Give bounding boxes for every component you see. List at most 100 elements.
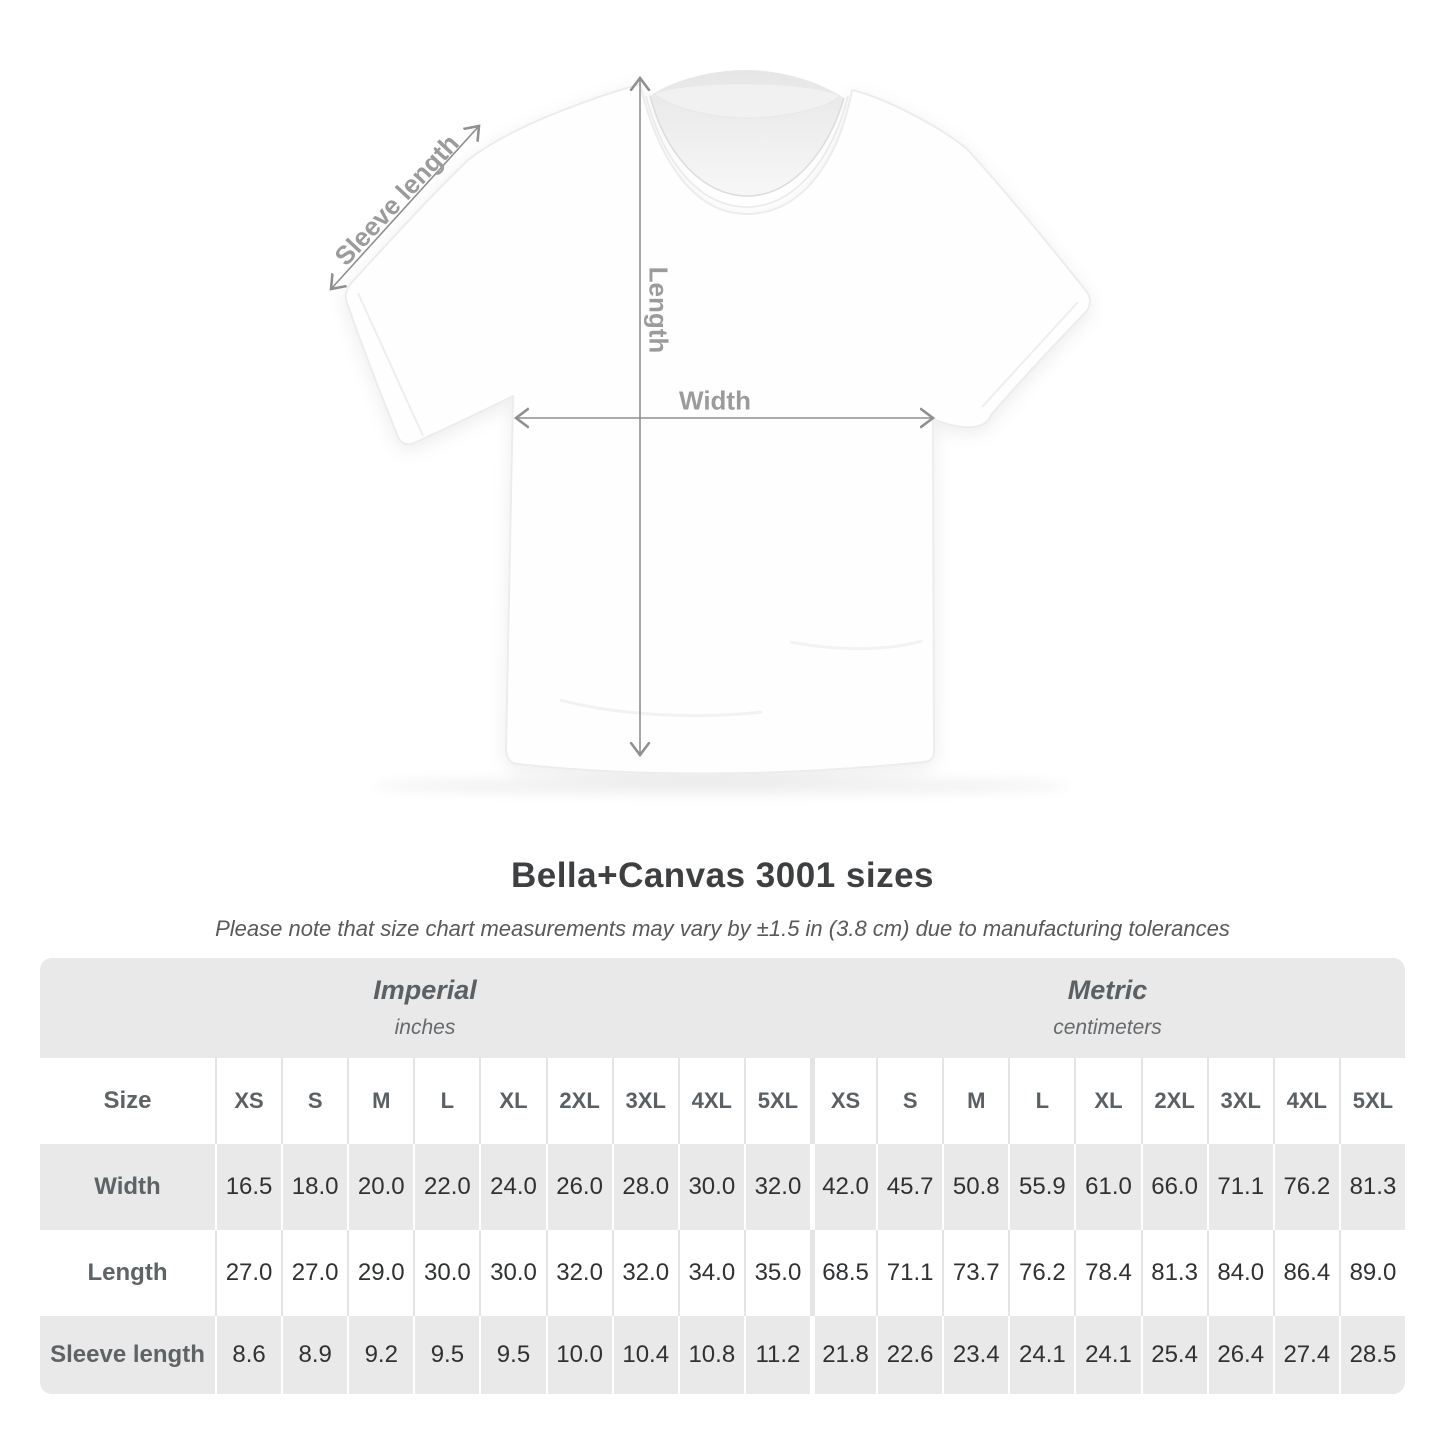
size-column-header: XS bbox=[215, 1058, 281, 1144]
size-column-header: XS bbox=[810, 1058, 876, 1144]
wrinkle bbox=[789, 639, 923, 651]
tshirt-body bbox=[344, 83, 1091, 775]
tshirt-measurement-diagram: Sleeve length Length Width bbox=[0, 70, 1091, 795]
row-label: Width bbox=[40, 1144, 215, 1230]
value-cell: 71.1 bbox=[1206, 1144, 1273, 1230]
value-cell: 45.7 bbox=[876, 1144, 943, 1230]
value-cell: 9.2 bbox=[347, 1316, 414, 1394]
size-table: Imperial inches Metric centimeters Size X… bbox=[40, 958, 1405, 1394]
page-title: Bella+Canvas 3001 sizes bbox=[510, 856, 935, 895]
size-column-header: 3XL bbox=[611, 1058, 678, 1144]
value-cell: 34.0 bbox=[677, 1230, 744, 1316]
row-label: Sleeve length bbox=[40, 1316, 215, 1394]
value-cell: 89.0 bbox=[1338, 1230, 1405, 1316]
unit-group-units: centimeters bbox=[1053, 1016, 1162, 1039]
size-column-header: 2XL bbox=[545, 1058, 612, 1144]
unit-group-metric: Metric centimeters bbox=[810, 958, 1405, 1058]
size-column-header: M bbox=[347, 1058, 413, 1144]
value-cell: 22.6 bbox=[876, 1316, 943, 1394]
size-column-header: L bbox=[1008, 1058, 1074, 1144]
value-cell: 66.0 bbox=[1140, 1144, 1207, 1230]
value-cell: 76.2 bbox=[1272, 1144, 1339, 1230]
value-cell: 28.5 bbox=[1338, 1316, 1405, 1394]
value-cell: 8.9 bbox=[281, 1316, 348, 1394]
value-cell: 20.0 bbox=[347, 1144, 414, 1230]
value-cell: 10.8 bbox=[677, 1316, 744, 1394]
value-cell: 27.4 bbox=[1272, 1316, 1339, 1394]
value-cell: 26.0 bbox=[545, 1144, 612, 1230]
value-cell: 27.0 bbox=[281, 1230, 347, 1316]
size-column-header: S bbox=[876, 1058, 942, 1144]
value-cell: 32.0 bbox=[611, 1230, 678, 1316]
value-cell: 28.0 bbox=[611, 1144, 678, 1230]
size-column-header: 5XL bbox=[743, 1058, 810, 1144]
value-cell: 26.4 bbox=[1206, 1316, 1273, 1394]
value-cell: 61.0 bbox=[1074, 1144, 1141, 1230]
value-cell: 8.6 bbox=[215, 1316, 282, 1394]
size-column-header: XL bbox=[479, 1058, 545, 1144]
length-label: Length bbox=[643, 266, 674, 354]
size-column-header: XL bbox=[1074, 1058, 1140, 1144]
width-label: Width bbox=[679, 385, 751, 416]
unit-group-name: Imperial bbox=[373, 975, 477, 1005]
value-cell: 25.4 bbox=[1140, 1316, 1207, 1394]
value-cell: 73.7 bbox=[942, 1230, 1008, 1316]
size-header-row: Size XS S M L XL 2XL 3XL 4XL 5XL XS S M L XL 2XL 3XL 4XL 5… bbox=[40, 1058, 1405, 1144]
value-cell: 42.0 bbox=[810, 1144, 877, 1230]
value-cell: 29.0 bbox=[347, 1230, 413, 1316]
right-cuff-seam bbox=[981, 301, 1079, 408]
value-cell: 32.0 bbox=[545, 1230, 612, 1316]
unit-group-name: Metric bbox=[1067, 975, 1148, 1005]
size-column-header: 3XL bbox=[1206, 1058, 1273, 1144]
table-row: Length 27.0 27.0 29.0 30.0 30.0 32.0 32.0 34.0 35… bbox=[40, 1230, 1405, 1316]
value-cell: 30.0 bbox=[677, 1144, 744, 1230]
value-cell: 55.9 bbox=[1008, 1144, 1075, 1230]
value-cell: 86.4 bbox=[1272, 1230, 1339, 1316]
size-column-header: 2XL bbox=[1140, 1058, 1207, 1144]
size-column-header: 5XL bbox=[1338, 1058, 1405, 1144]
value-cell: 30.0 bbox=[479, 1230, 545, 1316]
value-cell: 32.0 bbox=[743, 1144, 810, 1230]
value-cell: 27.0 bbox=[215, 1230, 281, 1316]
value-cell: 10.4 bbox=[611, 1316, 678, 1394]
value-cell: 24.1 bbox=[1008, 1316, 1075, 1394]
collar-seam bbox=[649, 95, 845, 197]
wrinkle bbox=[559, 698, 763, 718]
table-header: Imperial inches Metric centimeters bbox=[40, 958, 1405, 1058]
tolerance-note: Please note that size chart measurements… bbox=[215, 916, 1230, 941]
value-cell: 68.5 bbox=[810, 1230, 876, 1316]
value-cell: 9.5 bbox=[413, 1316, 480, 1394]
size-grid: Size XS S M L XL 2XL 3XL 4XL 5XL XS S M L XL 2XL 3XL 4XL 5… bbox=[40, 1058, 1405, 1394]
value-cell: 10.0 bbox=[545, 1316, 612, 1394]
left-cuff-seam bbox=[357, 292, 424, 437]
back-collar bbox=[653, 83, 841, 119]
floor-shadow bbox=[372, 777, 1072, 795]
sleeve-length-arrow bbox=[331, 126, 479, 289]
size-column-header: 4XL bbox=[1272, 1058, 1339, 1144]
tshirt-illustration bbox=[0, 70, 1091, 795]
value-cell: 24.1 bbox=[1074, 1316, 1141, 1394]
value-cell: 21.8 bbox=[810, 1316, 877, 1394]
size-column-header: M bbox=[942, 1058, 1008, 1144]
value-cell: 81.3 bbox=[1338, 1144, 1405, 1230]
value-cell: 11.2 bbox=[743, 1316, 810, 1394]
size-column-header: L bbox=[413, 1058, 479, 1144]
unit-group-imperial: Imperial inches bbox=[40, 958, 810, 1058]
value-cell: 84.0 bbox=[1206, 1230, 1273, 1316]
value-cell: 71.1 bbox=[876, 1230, 942, 1316]
value-cell: 81.3 bbox=[1140, 1230, 1207, 1316]
value-cell: 76.2 bbox=[1008, 1230, 1074, 1316]
table-row: Width 16.5 18.0 20.0 22.0 24.0 26.0 28.0 30.0 32.… bbox=[40, 1144, 1405, 1230]
value-cell: 22.0 bbox=[413, 1144, 480, 1230]
size-column-header: 4XL bbox=[677, 1058, 744, 1144]
value-cell: 50.8 bbox=[942, 1144, 1009, 1230]
unit-group-units: inches bbox=[394, 1016, 456, 1039]
size-column-header: S bbox=[281, 1058, 347, 1144]
value-cell: 24.0 bbox=[479, 1144, 546, 1230]
value-cell: 30.0 bbox=[413, 1230, 479, 1316]
value-cell: 9.5 bbox=[479, 1316, 546, 1394]
row-label: Size bbox=[103, 1087, 152, 1114]
table-row: Sleeve length 8.6 8.9 9.2 9.5 9.5 10.0 10.4 10.8… bbox=[40, 1316, 1405, 1394]
value-cell: 16.5 bbox=[215, 1144, 282, 1230]
value-cell: 78.4 bbox=[1074, 1230, 1140, 1316]
